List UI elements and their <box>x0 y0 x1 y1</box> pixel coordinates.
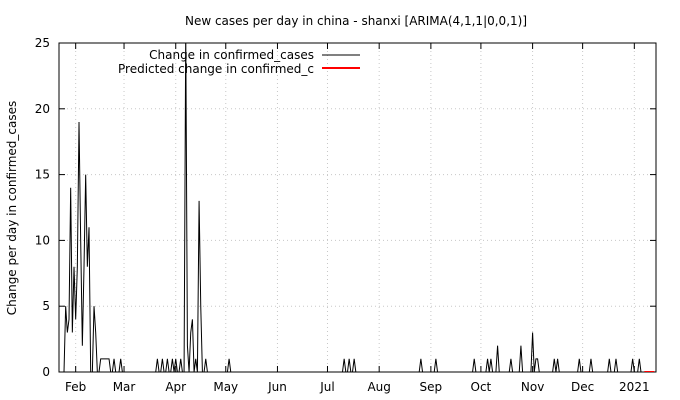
legend: Change in confirmed_cases Predicted chan… <box>118 48 360 76</box>
x-tick-label: Oct <box>471 380 492 394</box>
x-tick-label: Jun <box>267 380 287 394</box>
x-tick-label: 2021 <box>619 380 650 394</box>
x-tick-label: Mar <box>113 380 136 394</box>
series-layer <box>59 43 655 372</box>
chart-title: New cases per day in china - shanxi [ARI… <box>185 14 527 28</box>
x-tick-label: May <box>213 380 238 394</box>
x-tick-label: Nov <box>521 380 544 394</box>
y-tick-label: 20 <box>35 102 50 116</box>
plot-frame <box>58 42 657 373</box>
y-tick-label: 25 <box>35 36 50 50</box>
y-tick-label: 15 <box>35 168 50 182</box>
x-tick-label: Dec <box>571 380 594 394</box>
x-tick-label: Jul <box>319 380 334 394</box>
grid-layer <box>59 43 656 372</box>
legend-label-predicted: Predicted change in confirmed_c <box>118 62 314 76</box>
x-tick-label: Sep <box>420 380 443 394</box>
y-axis-label: Change per day in confirmed_cases <box>5 101 19 316</box>
y-tick-label: 0 <box>42 365 50 379</box>
legend-label-actual: Change in confirmed_cases <box>149 48 314 62</box>
x-tick-label: Aug <box>367 380 390 394</box>
y-tick-label: 5 <box>42 299 50 313</box>
y-tick-label: 10 <box>35 233 50 247</box>
x-tick-label: Apr <box>165 380 186 394</box>
x-tick-label: Feb <box>65 380 86 394</box>
series-line-actual <box>59 43 645 372</box>
axes-layer: 0 5 10 15 20 25 Feb Mar Apr May Jun Jul Aug Sep Oct Nov… <box>35 36 657 394</box>
